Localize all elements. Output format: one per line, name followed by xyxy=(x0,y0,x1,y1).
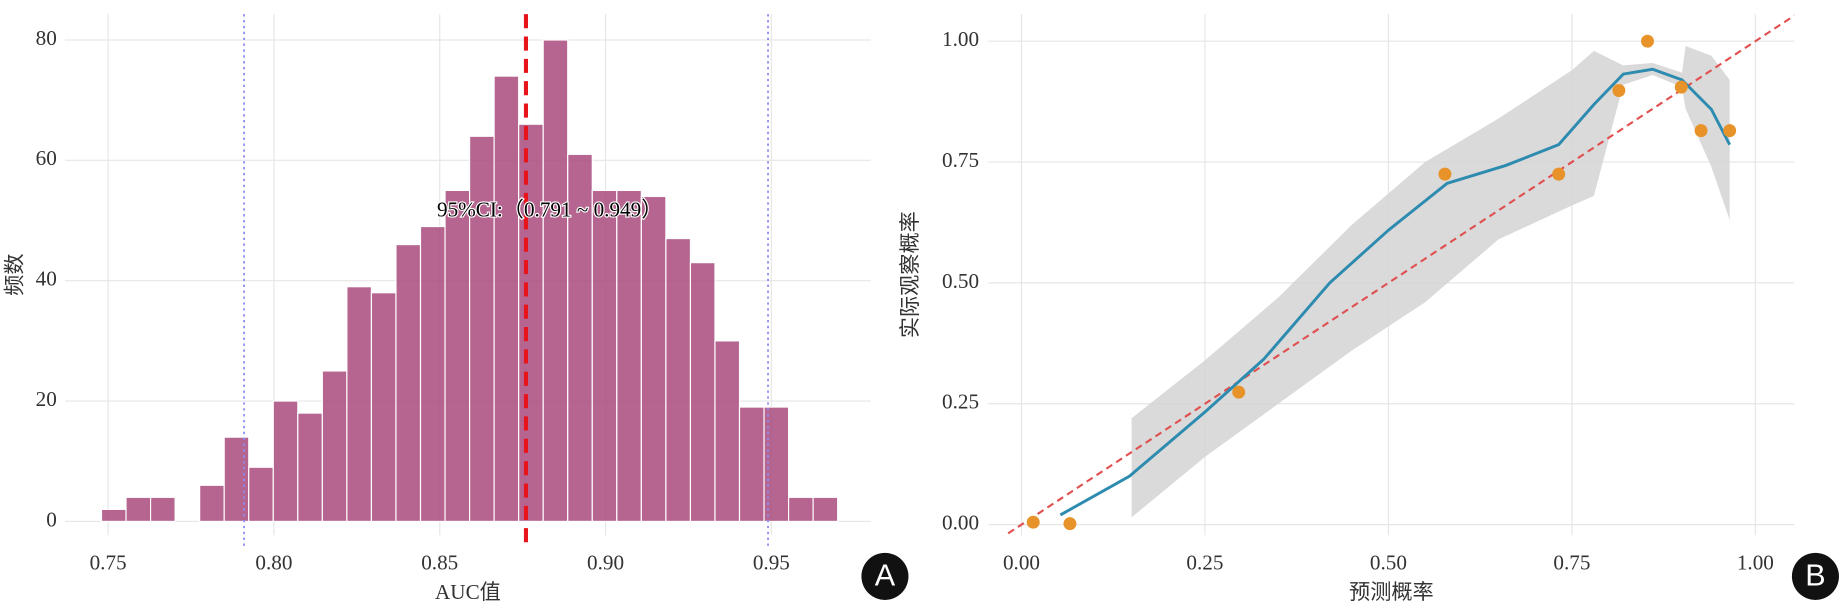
y-tick-label: 60 xyxy=(36,146,57,170)
bar xyxy=(149,496,176,522)
y-axis-title: 频数 xyxy=(3,254,27,296)
bar xyxy=(788,496,814,522)
bar xyxy=(714,340,741,522)
y-tick-label: 0.75 xyxy=(942,148,979,172)
x-tick-label: 0.50 xyxy=(1370,551,1407,575)
bar xyxy=(591,189,618,522)
x-tick-label: 0.25 xyxy=(1186,551,1223,575)
point xyxy=(1694,124,1708,138)
point xyxy=(1612,84,1626,97)
bar xyxy=(370,292,397,522)
point xyxy=(1674,80,1688,94)
plot-area xyxy=(1003,14,1795,536)
bar xyxy=(199,484,225,522)
bar xyxy=(444,189,471,522)
y-tick-label: 80 xyxy=(36,26,57,50)
y-tick-label: 0.00 xyxy=(942,510,979,534)
x-tick-label: 0.90 xyxy=(587,551,624,575)
x-axis-title: AUC值 xyxy=(435,580,501,604)
bar xyxy=(272,400,299,522)
y-tick-label: 0.25 xyxy=(942,390,979,414)
x-tick-label: 0.85 xyxy=(421,551,458,575)
bar xyxy=(100,508,127,522)
x-tick-label: 0.75 xyxy=(90,551,127,575)
bar xyxy=(640,195,667,522)
point xyxy=(1063,517,1077,531)
bar xyxy=(689,262,716,522)
x-tick-label: 1.00 xyxy=(1737,551,1774,575)
x-tick-label: 0.95 xyxy=(753,551,790,575)
point xyxy=(1438,167,1452,181)
point xyxy=(1641,34,1654,48)
point xyxy=(1552,167,1566,181)
bar xyxy=(346,286,373,522)
bar xyxy=(419,225,446,522)
x-tick-label: 0.00 xyxy=(1003,551,1040,575)
bar xyxy=(395,244,422,522)
point xyxy=(1723,124,1737,138)
bar xyxy=(223,436,250,522)
bar xyxy=(493,75,520,522)
panel-label: B xyxy=(1805,559,1825,593)
bar xyxy=(616,189,642,522)
bar xyxy=(248,466,274,522)
bar xyxy=(738,406,765,522)
bar xyxy=(125,496,152,522)
y-tick-label: 1.00 xyxy=(942,27,979,51)
reference-line xyxy=(1003,14,1795,536)
y-tick-label: 40 xyxy=(36,267,57,291)
bar xyxy=(297,412,323,522)
point xyxy=(1026,515,1040,529)
smooth-curve xyxy=(1059,67,1731,517)
point xyxy=(1232,385,1246,399)
y-tick-label: 20 xyxy=(36,387,57,411)
x-tick-label: 0.75 xyxy=(1553,551,1590,575)
y-tick-label: 0.50 xyxy=(942,269,979,293)
bar xyxy=(468,135,495,522)
x-tick-label: 0.80 xyxy=(255,551,292,575)
bar xyxy=(665,237,692,522)
panel-badge xyxy=(1791,552,1839,600)
annotation: 95%CI:（0.791 ~ 0.949） xyxy=(437,198,662,222)
bar xyxy=(542,39,569,522)
bar xyxy=(321,370,348,522)
confidence-band xyxy=(1131,46,1730,518)
y-axis-title: 实际观察概率 xyxy=(898,211,922,338)
x-axis-title: 预测概率 xyxy=(1349,580,1434,604)
bar xyxy=(812,496,839,522)
y-tick-label: 0 xyxy=(46,507,57,531)
panel-label: A xyxy=(875,559,896,593)
bar xyxy=(518,123,544,522)
panel-badge xyxy=(861,552,909,600)
